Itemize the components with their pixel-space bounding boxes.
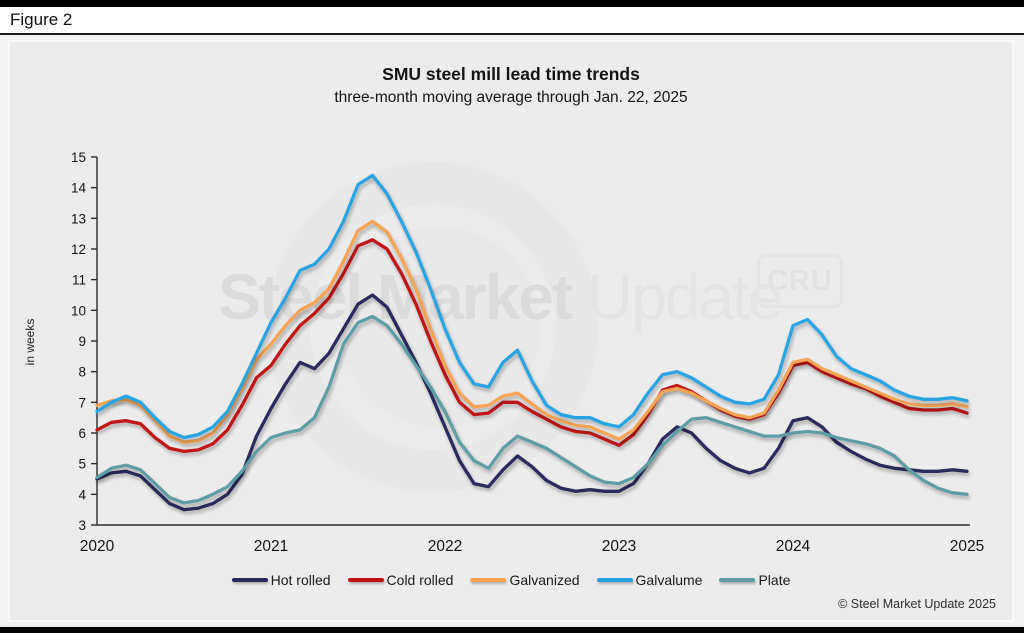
top-black-bar [0,0,1024,7]
legend-label: Cold rolled [386,572,454,588]
figure-rule [0,33,1024,35]
chart-title: SMU steel mill lead time trends [382,64,640,84]
series-line-cold-rolled [95,238,969,454]
series-line-plate [95,314,969,505]
chart-legend: Hot rolled Cold rolled Galvanized Galvalume… [10,572,1012,588]
legend-item-galvanized: Galvanized [470,572,580,588]
copyright-notice: © Steel Market Update 2025 [838,597,996,611]
y-tick-label: 11 [72,273,86,288]
y-tick-label: 10 [71,303,86,318]
y-tick-label: 5 [78,457,86,472]
header-strip [0,7,1024,34]
chart-subtitle: three-month moving average through Jan. … [334,89,688,106]
y-tick-label: 7 [78,395,86,410]
y-tick-label: 14 [71,181,87,196]
series-line-galvalume [95,173,969,440]
watermark-logo-fill [340,227,540,427]
x-tick-label: 2021 [254,538,288,555]
y-tick-label: 12 [71,242,86,257]
x-tick-label: 2025 [950,538,984,555]
figure-label: Figure 2 [10,10,73,29]
y-tick-label: 3 [78,518,86,533]
legend-swatch [719,577,756,583]
cru-watermark-badge: CRU [757,254,843,308]
axes-layer: 3 4 5 6 7 8 9 10 11 12 13 14 15 in weeks 2020 2021 2022 2… [23,150,984,555]
legend-swatch [596,577,633,583]
legend-swatch [231,577,268,583]
y-tick-label: 6 [78,426,86,441]
legend-label: Galvalume [635,572,703,588]
legend-swatch [347,577,384,583]
x-tick-label: 2020 [80,538,115,555]
y-axis-title: in weeks [23,319,37,366]
y-tick-label: 15 [71,150,86,165]
legend-label: Plate [758,572,791,588]
bottom-black-bar [0,627,1024,633]
y-tick-label: 4 [78,487,86,502]
watermark-brand-light: Update [571,261,783,333]
x-tick-label: 2024 [776,538,811,555]
chart-series-layer [95,173,969,512]
legend-swatch [470,577,507,583]
legend-item-hot-rolled: Hot rolled [231,572,331,588]
cru-watermark-label: CRU [767,264,833,297]
legend-item-galvalume: Galvalume [596,572,703,588]
x-tick-label: 2023 [602,538,636,555]
x-tick-label: 2022 [428,538,462,555]
line-chart-plot: 3 4 5 6 7 8 9 10 11 12 13 14 15 in weeks 2020 2021 2022 2… [23,150,984,555]
y-tick-label: 13 [71,211,86,226]
chart-panel: Steel Market Update CRU SMU steel mill l… [8,40,1014,622]
series-line-galvanized [95,219,969,444]
y-tick-label: 8 [78,365,86,380]
y-tick-label: 9 [78,334,86,349]
legend-label: Hot rolled [270,572,331,588]
series-line-hot-rolled [95,293,969,512]
legend-item-plate: Plate [719,572,790,588]
legend-item-cold-rolled: Cold rolled [347,572,454,588]
legend-label: Galvanized [509,572,580,588]
